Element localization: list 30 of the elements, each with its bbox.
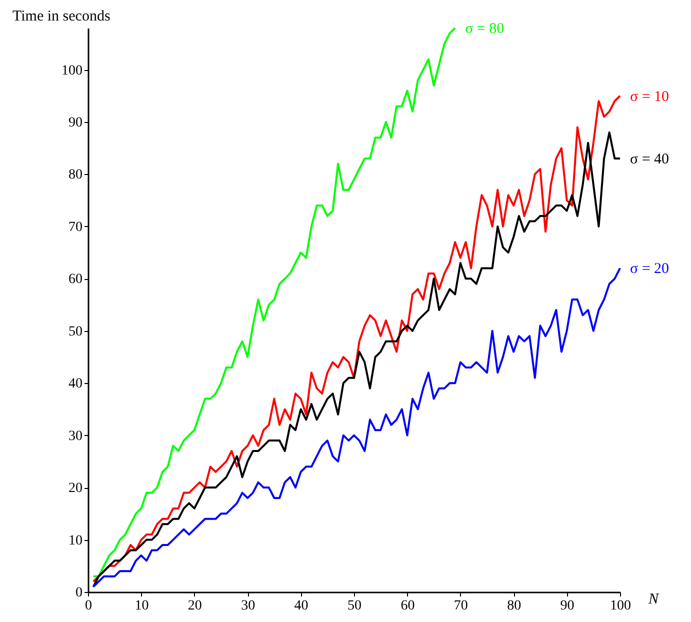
x-tick-label: 100 <box>610 598 631 614</box>
x-tick-label: 10 <box>134 598 149 614</box>
y-tick-label: 10 <box>68 533 82 548</box>
series-label: σ = 40 <box>630 152 670 168</box>
x-tick-label: 80 <box>507 598 522 614</box>
x-tick-label: 50 <box>348 598 362 614</box>
y-tick-label: 20 <box>68 481 82 496</box>
line-series <box>92 267 621 588</box>
y-axis-title: Time in seconds <box>12 8 110 24</box>
y-tick-label: 90 <box>68 116 82 130</box>
y-tick-label: 70 <box>68 220 82 235</box>
y-tick-label: 50 <box>68 324 82 340</box>
series-label: σ = 20 <box>630 261 670 278</box>
x-tick-label: 60 <box>400 598 415 614</box>
x-axis-title: N <box>648 592 660 608</box>
y-tick-label: 60 <box>68 272 82 288</box>
x-tick-label: 40 <box>294 598 308 614</box>
y-tick-label: 100 <box>62 63 82 78</box>
x-tick-label: 90 <box>560 598 574 614</box>
y-tick-label: 40 <box>68 376 82 392</box>
x-tick-label: 70 <box>454 598 468 614</box>
y-tick-label: 80 <box>68 168 82 183</box>
y-tick-label: 30 <box>68 428 82 444</box>
series-label: σ = 80 <box>465 21 504 37</box>
y-tick-label: 0 <box>76 586 82 600</box>
series-label: σ = 10 <box>630 88 670 105</box>
x-tick-label: 20 <box>188 598 202 614</box>
line-series <box>92 27 456 578</box>
x-tick-label: 30 <box>241 598 256 614</box>
x-tick-label: 0 <box>85 598 92 614</box>
